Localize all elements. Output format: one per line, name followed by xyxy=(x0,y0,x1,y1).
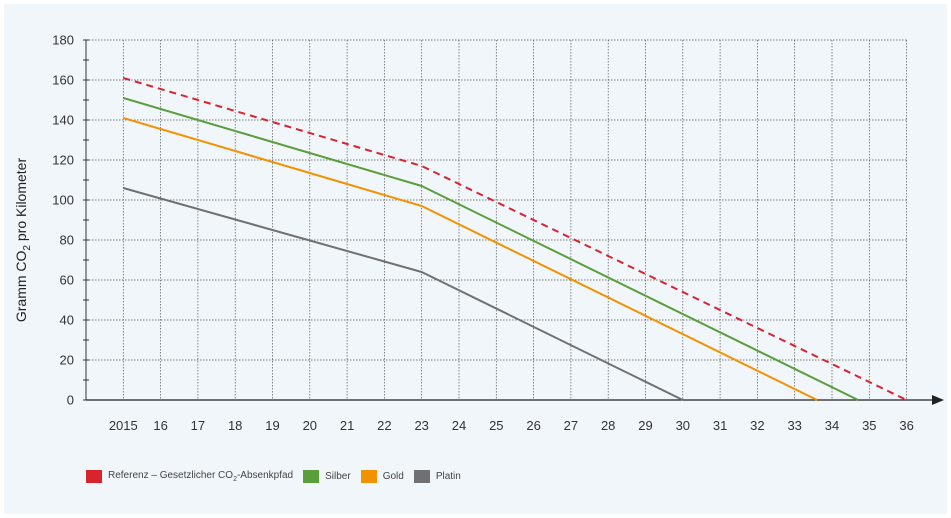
x-tick-label: 35 xyxy=(862,418,876,433)
x-tick-label: 36 xyxy=(899,418,913,433)
x-tick-label: 23 xyxy=(414,418,428,433)
x-tick-label: 24 xyxy=(452,418,466,433)
y-tick-label: 100 xyxy=(52,193,74,208)
legend-label-platin: Platin xyxy=(435,471,461,482)
series-line-referenz xyxy=(123,77,908,401)
axes: 0 20 40 60 80 100 120 140 160 180 2015 16 17 18 19 20 21… xyxy=(52,33,944,433)
legend-swatch-platin xyxy=(413,470,430,483)
legend: Referenz – Gesetzlicher CO2-Absenkpfad S… xyxy=(86,470,471,483)
series-line-silber xyxy=(123,97,859,401)
x-tick-label: 16 xyxy=(153,418,167,433)
x-tick-label: 25 xyxy=(489,418,503,433)
grid xyxy=(86,39,907,400)
legend-item-silber: Silber xyxy=(303,470,351,483)
y-axis-label: Gramm CO2 pro Kilometer xyxy=(13,158,33,323)
series-line-platin xyxy=(123,187,684,401)
y-tick-label: 160 xyxy=(52,73,74,88)
y-tick-label: 20 xyxy=(60,353,74,368)
x-tick-label: 18 xyxy=(228,418,242,433)
legend-label-silber: Silber xyxy=(325,471,351,482)
x-tick-label: 28 xyxy=(601,418,615,433)
x-tick-label: 26 xyxy=(526,418,540,433)
x-axis-arrow xyxy=(932,395,944,405)
x-tick-label: 34 xyxy=(825,418,839,433)
y-tick-label: 0 xyxy=(67,393,74,408)
legend-item-platin: Platin xyxy=(413,470,461,483)
x-tick-label: 17 xyxy=(191,418,205,433)
legend-label-referenz: Referenz – Gesetzlicher CO2-Absenkpfad xyxy=(108,470,294,483)
series-lines xyxy=(123,77,908,401)
legend-swatch-silber xyxy=(303,470,320,483)
x-tick-label: 29 xyxy=(638,418,652,433)
x-tick-label: 2015 xyxy=(109,418,138,433)
series-line-gold xyxy=(123,117,818,401)
legend-label-gold: Gold xyxy=(382,471,404,482)
legend-item-gold: Gold xyxy=(360,470,404,483)
x-tick-label: 22 xyxy=(377,418,391,433)
y-tick-label: 120 xyxy=(52,153,74,168)
x-tick-label: 19 xyxy=(265,418,279,433)
y-tick-label: 80 xyxy=(60,233,74,248)
legend-item-referenz: Referenz – Gesetzlicher CO2-Absenkpfad xyxy=(86,470,293,483)
x-tick-label: 31 xyxy=(713,418,727,433)
y-tick-label: 140 xyxy=(52,113,74,128)
x-tick-label: 33 xyxy=(787,418,801,433)
y-tick-label: 180 xyxy=(52,33,74,48)
x-tick-label: 20 xyxy=(303,418,317,433)
x-tick-label: 21 xyxy=(340,418,354,433)
y-tick-label: 60 xyxy=(60,273,74,288)
x-tick-label: 30 xyxy=(676,418,690,433)
x-tick-label: 27 xyxy=(564,418,578,433)
legend-swatch-gold xyxy=(360,470,377,483)
x-tick-label: 32 xyxy=(750,418,764,433)
y-tick-label: 40 xyxy=(60,313,74,328)
legend-swatch-referenz xyxy=(86,470,102,483)
